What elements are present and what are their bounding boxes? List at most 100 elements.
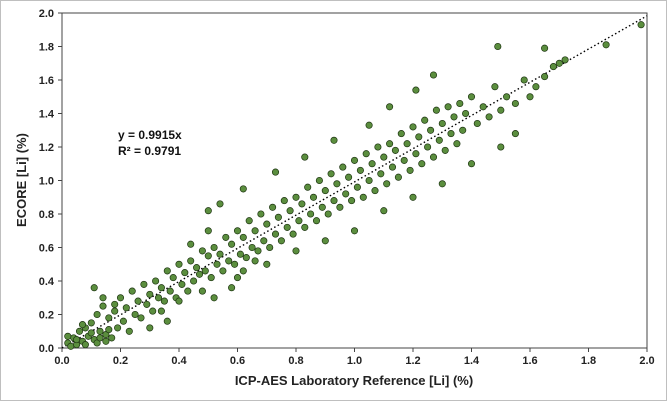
data-point — [312, 217, 321, 225]
data-point — [187, 257, 195, 265]
data-point — [491, 83, 499, 91]
data-point — [467, 93, 476, 101]
data-point — [280, 197, 288, 205]
data-point — [96, 327, 104, 335]
data-point — [456, 99, 464, 108]
data-point — [309, 193, 318, 201]
data-point — [421, 116, 429, 124]
y-tick-label: 0.2 — [39, 310, 54, 322]
r-squared-label: R² = 0.9791 — [118, 144, 181, 158]
data-point — [111, 307, 119, 315]
data-point — [365, 121, 373, 129]
data-point — [222, 233, 230, 241]
data-point — [321, 237, 329, 245]
data-point — [198, 287, 206, 295]
data-point — [178, 280, 186, 288]
data-point — [140, 280, 148, 288]
y-tick-label: 0.6 — [39, 243, 54, 255]
data-point — [105, 314, 113, 322]
data-point — [105, 326, 113, 334]
data-point — [418, 160, 426, 168]
x-tick-label: 0.6 — [230, 355, 245, 367]
data-point — [157, 284, 165, 292]
data-point — [204, 252, 212, 260]
data-point — [260, 237, 268, 245]
data-point — [146, 290, 154, 298]
data-point — [271, 230, 280, 238]
data-point — [438, 180, 446, 188]
data-point — [359, 193, 367, 201]
data-point — [602, 41, 610, 49]
data-point — [73, 336, 81, 344]
data-point — [397, 130, 405, 138]
data-point — [307, 210, 315, 218]
data-point — [336, 203, 344, 211]
data-point — [163, 317, 171, 325]
data-point — [190, 277, 198, 285]
data-point — [143, 300, 151, 308]
data-point — [119, 317, 127, 325]
data-point — [175, 260, 183, 268]
data-point — [64, 332, 72, 340]
x-axis-title: ICP-AES Laboratory Reference [Li] (%) — [235, 373, 473, 388]
data-point — [245, 217, 253, 225]
data-point — [239, 185, 247, 193]
data-point — [348, 197, 356, 205]
data-point — [541, 73, 549, 81]
data-point — [239, 233, 247, 241]
y-tick-label: 1.6 — [39, 75, 54, 87]
data-point — [251, 257, 259, 265]
data-point — [511, 99, 519, 108]
data-point — [122, 304, 130, 312]
data-point — [427, 126, 435, 134]
data-point — [225, 257, 233, 265]
data-point — [637, 21, 645, 29]
data-point — [497, 106, 505, 114]
x-tick-label: 1.8 — [581, 355, 596, 367]
data-point — [315, 176, 323, 185]
data-point — [210, 294, 218, 302]
data-point — [99, 302, 107, 310]
data-point — [388, 163, 397, 171]
data-point — [184, 287, 192, 295]
data-point — [271, 168, 280, 176]
data-point — [204, 227, 212, 235]
data-point — [149, 307, 157, 315]
data-point — [216, 250, 224, 258]
data-point — [87, 329, 95, 337]
data-point — [236, 250, 244, 258]
y-tick-label: 1.8 — [39, 42, 54, 54]
data-point — [251, 227, 259, 235]
data-point — [254, 247, 262, 255]
y-axis-title: ECORE [Li] (%) — [14, 133, 29, 227]
data-point — [301, 153, 309, 161]
data-point — [216, 200, 224, 208]
trendline — [61, 15, 648, 349]
data-point — [160, 297, 168, 305]
data-point — [342, 190, 350, 198]
y-tick-label: 0.0 — [39, 343, 54, 355]
data-point — [99, 294, 107, 302]
data-point — [368, 160, 376, 168]
data-point — [424, 143, 432, 151]
data-point — [116, 294, 125, 302]
y-tick-label: 0.4 — [39, 276, 55, 288]
data-point — [114, 324, 122, 332]
data-point — [412, 86, 420, 94]
data-point — [386, 103, 394, 111]
x-tick-label: 0.2 — [113, 355, 128, 367]
x-tick-label: 0.4 — [171, 355, 187, 367]
data-points — [64, 21, 645, 350]
data-point — [219, 267, 227, 275]
data-point — [403, 140, 411, 148]
data-point — [394, 173, 402, 181]
data-point — [248, 243, 256, 252]
data-point — [330, 197, 338, 205]
data-point — [125, 327, 133, 335]
data-point — [479, 103, 487, 111]
y-tick-label: 2.0 — [39, 8, 54, 20]
data-point — [81, 341, 89, 349]
data-point — [356, 166, 364, 174]
equation-label: y = 0.9915x — [118, 128, 182, 142]
data-point — [87, 319, 95, 327]
